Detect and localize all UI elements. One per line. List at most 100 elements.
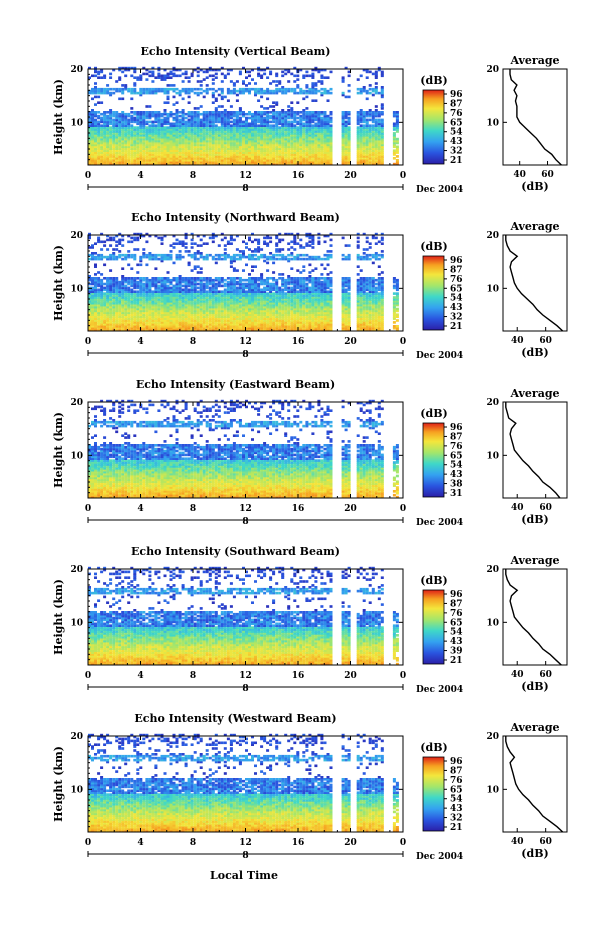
heatmap-cell <box>311 162 315 166</box>
heatmap-cell <box>118 116 122 120</box>
heatmap-cell <box>175 132 179 135</box>
heatmap-cell <box>214 116 218 120</box>
heatmap-cell <box>187 137 191 141</box>
heatmap-cell <box>193 118 197 122</box>
heatmap-cell <box>223 126 227 129</box>
heatmap-cell <box>296 145 300 149</box>
heatmap-cell <box>202 135 206 139</box>
heatmap-cell <box>157 288 161 292</box>
heatmap-cell <box>362 134 366 137</box>
heatmap-cell <box>109 326 113 330</box>
heatmap-cell <box>193 132 197 135</box>
heatmap-cell <box>287 68 291 72</box>
heatmap-cell <box>109 269 113 272</box>
heatmap-cell <box>127 162 131 166</box>
heatmap-cell <box>109 118 113 122</box>
heatmap-cell <box>251 149 254 152</box>
heatmap-cell <box>115 162 119 166</box>
heatmap-cell <box>151 307 155 311</box>
heatmap-cell <box>88 112 91 116</box>
heatmap-cell <box>359 87 363 91</box>
heatmap-cell <box>136 160 140 164</box>
heatmap-cell <box>229 137 233 141</box>
heatmap-cell <box>88 89 91 93</box>
heatmap-cell <box>91 97 94 101</box>
heatmap-cell <box>226 87 230 91</box>
heatmap-cell <box>142 87 146 91</box>
heatmap-cell <box>127 112 131 116</box>
heatmap-cell <box>356 91 360 95</box>
heatmap-cell <box>115 313 119 316</box>
heatmap-cell <box>118 296 122 299</box>
heatmap-cell <box>311 141 315 145</box>
heatmap-cell <box>106 128 110 131</box>
heatmap-cell <box>136 298 140 301</box>
heatmap-cell <box>196 250 200 253</box>
heatmap-cell <box>214 120 218 124</box>
heatmap-cell <box>302 128 306 131</box>
heatmap-cell <box>205 290 209 293</box>
heatmap-cell <box>160 288 164 292</box>
heatmap-cell <box>148 313 152 316</box>
heatmap-cell <box>223 151 227 154</box>
heatmap-cell <box>229 124 233 127</box>
heatmap-cell <box>248 149 251 152</box>
heatmap-cell <box>235 143 239 147</box>
heatmap-cell <box>160 311 164 315</box>
heatmap-cell <box>371 134 375 137</box>
heatmap-cell <box>302 137 306 141</box>
heatmap-cell <box>235 114 239 118</box>
heatmap-cell <box>395 118 399 122</box>
heatmap-cell <box>124 326 128 330</box>
heatmap-cell <box>169 325 173 328</box>
heatmap-cell <box>371 87 375 91</box>
heatmap-cell <box>151 323 155 326</box>
heatmap-cell <box>368 135 372 139</box>
heatmap-cell <box>392 132 396 135</box>
heatmap-cell <box>190 112 194 116</box>
heatmap-cell <box>133 298 137 301</box>
heatmap-cell <box>371 111 375 114</box>
heatmap-cell <box>109 157 113 160</box>
heatmap-cell <box>154 111 158 114</box>
heatmap-cell <box>97 126 101 129</box>
heatmap-cell <box>169 155 173 158</box>
heatmap-cell <box>359 153 363 156</box>
heatmap-cell <box>142 313 146 316</box>
heatmap-cell <box>124 143 128 147</box>
heatmap-cell <box>251 265 254 268</box>
heatmap-cell <box>115 290 119 293</box>
heatmap-cell <box>232 87 236 91</box>
heatmap-cell <box>88 311 91 315</box>
heatmap-cell <box>238 145 242 149</box>
heatmap-cell <box>341 160 345 164</box>
heatmap-cell <box>145 301 149 305</box>
heatmap-cell <box>238 157 242 160</box>
heatmap-cell <box>124 116 128 120</box>
heatmap-cell <box>181 118 185 122</box>
heatmap-cell <box>160 155 164 158</box>
heatmap-cell <box>139 315 143 318</box>
heatmap-cell <box>157 68 161 72</box>
heatmap-cell <box>118 122 122 126</box>
heatmap-cell <box>157 74 161 78</box>
heatmap-cell <box>202 159 206 162</box>
heatmap-cell <box>323 135 327 139</box>
heatmap-cell <box>139 303 143 307</box>
heatmap-cell <box>214 277 218 280</box>
heatmap-cell <box>281 149 285 152</box>
heatmap-cell <box>190 87 194 91</box>
heatmap-cell <box>287 137 291 141</box>
heatmap-cell <box>133 84 137 87</box>
heatmap-cell <box>305 160 309 164</box>
heatmap-cell <box>127 286 131 290</box>
heatmap-cell <box>281 126 285 129</box>
heatmap-cell <box>199 91 203 95</box>
heatmap-cell <box>136 232 140 236</box>
heatmap-cell <box>347 147 351 150</box>
heatmap-cell <box>94 263 97 267</box>
heatmap-cell <box>296 126 300 129</box>
heatmap-cell <box>368 147 372 150</box>
heatmap-cell <box>368 111 372 114</box>
heatmap-cell <box>160 284 164 288</box>
